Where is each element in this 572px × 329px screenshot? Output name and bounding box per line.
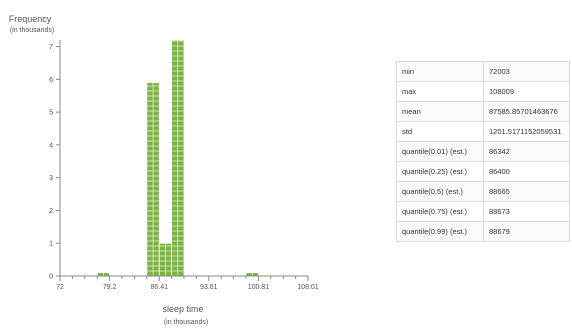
x-tick-label: 93.61 <box>200 284 218 291</box>
stats-row: quantile(0.99) (est.) 88679 <box>396 221 570 242</box>
x-tick-label: 79.2 <box>103 284 117 291</box>
histogram-chart: Frequency (in thousands) sleep time (in … <box>9 14 319 326</box>
stats-value: 86400 <box>483 161 570 182</box>
stats-row: std 1201.5171152059531 <box>396 121 570 142</box>
stats-key: quantile(0.75) (est.) <box>396 201 484 222</box>
stats-value: 88673 <box>483 201 570 222</box>
y-tick-label: 0 <box>49 274 53 281</box>
x-tick-label: 86.41 <box>150 284 168 291</box>
y-axis-label: Frequency <box>9 14 52 24</box>
stats-value: 108009 <box>483 81 570 102</box>
stats-row: quantile(0.25) (est.) 86400 <box>396 161 570 182</box>
x-tick-label: 108.01 <box>297 284 319 291</box>
y-tick-label: 6 <box>49 77 53 84</box>
stats-key: quantile(0.5) (est.) <box>396 181 484 202</box>
y-tick-label: 1 <box>49 241 53 248</box>
x-tick-label: 100.81 <box>248 284 270 291</box>
stats-key: quantile(0.99) (est.) <box>396 221 484 242</box>
stats-value: 87585.85701463676 <box>483 101 570 122</box>
stats-row: quantile(0.01) (est.) 86342 <box>396 141 570 162</box>
histogram-bar <box>158 242 173 277</box>
stats-key: max <box>396 81 484 102</box>
y-tick-label: 7 <box>49 44 53 51</box>
stats-row: quantile(0.5) (est.) 88665 <box>396 181 570 202</box>
summary-statistics-table: min 72003 max 108009 mean 87585.85701463676 st… <box>396 61 570 242</box>
stats-row: max 108009 <box>396 81 570 102</box>
y-axis-unit: (in thousands) <box>10 27 54 34</box>
histogram-bar <box>146 82 160 277</box>
stats-row: min 72003 <box>396 61 570 82</box>
stats-value: 1201.5171152059531 <box>483 121 570 142</box>
histogram-bar <box>171 39 185 277</box>
y-tick-label: 2 <box>49 208 53 215</box>
stats-value: 86342 <box>483 141 570 162</box>
y-tick-label: 5 <box>49 110 53 117</box>
stats-row: mean 87585.85701463676 <box>396 101 570 122</box>
stats-value: 88679 <box>483 221 570 242</box>
stats-key: min <box>396 61 484 82</box>
x-tick-label: 72 <box>56 284 64 291</box>
stats-value: 88665 <box>483 181 570 202</box>
x-axis-unit: (in thousands) <box>164 319 208 326</box>
stats-key: quantile(0.01) (est.) <box>396 141 484 162</box>
stats-key: quantile(0.25) (est.) <box>396 161 484 182</box>
stats-row: quantile(0.75) (est.) 88673 <box>396 201 570 222</box>
stats-key: mean <box>396 101 484 122</box>
y-tick-label: 4 <box>49 142 53 149</box>
stats-key: std <box>396 121 484 142</box>
y-tick-label: 3 <box>49 175 53 182</box>
stats-value: 72003 <box>483 61 570 82</box>
x-axis-label: sleep time <box>162 304 203 314</box>
